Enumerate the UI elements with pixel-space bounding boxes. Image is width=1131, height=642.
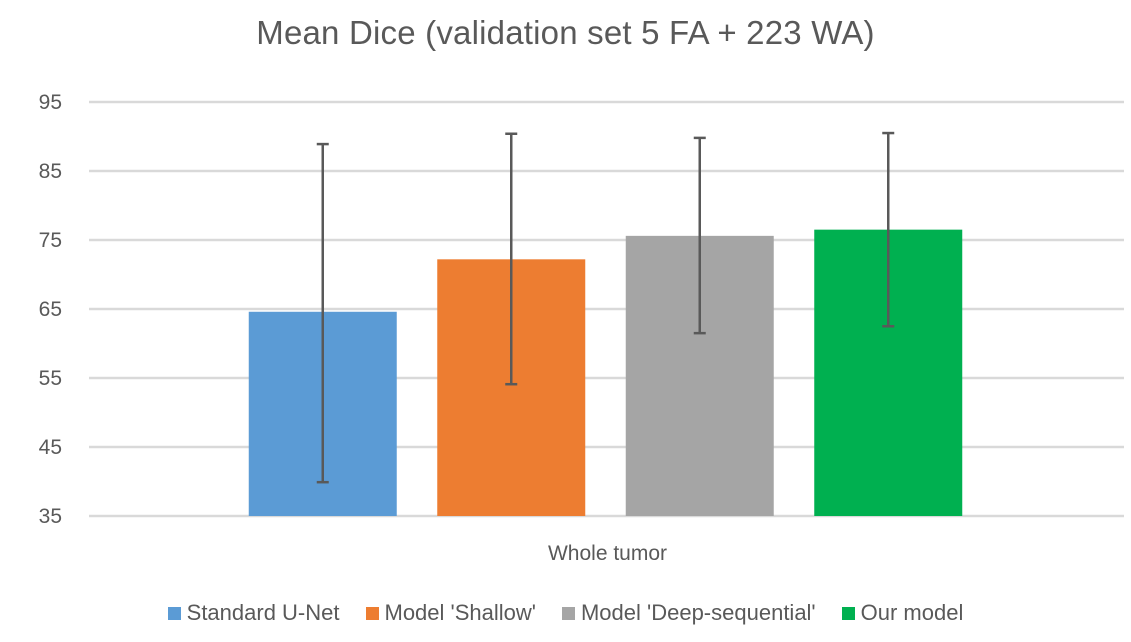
legend-label: Standard U-Net	[186, 600, 340, 625]
y-tick-label: 45	[39, 436, 62, 459]
y-axis-tick-labels: 35 45 55 65 75 85 95	[39, 91, 62, 528]
legend-swatch	[365, 606, 379, 620]
legend-item: Model 'Shallow'	[365, 600, 536, 626]
legend-item: Model 'Deep-sequential'	[561, 600, 816, 626]
error-bar	[505, 132, 518, 386]
y-tick-label: 85	[39, 160, 62, 183]
y-tick-label: 95	[39, 91, 62, 114]
x-category-label: Whole tumor	[548, 542, 667, 565]
legend: Standard U-Net Model 'Shallow' Model 'Deep…	[0, 600, 1131, 626]
error-bar	[316, 142, 329, 484]
error-bars	[316, 131, 895, 484]
bars	[248, 229, 963, 517]
legend-item: Standard U-Net	[167, 600, 340, 626]
chart-plot-area: 35 45 55 65 75 85 95 Whole tumor	[39, 91, 1124, 565]
error-bar	[882, 131, 895, 328]
x-axis-category-labels: Whole tumor	[548, 542, 667, 565]
legend-swatch	[167, 606, 181, 620]
y-tick-label: 55	[39, 367, 62, 390]
gridlines	[89, 100, 1124, 518]
legend-label: Model 'Deep-sequential'	[580, 600, 816, 625]
legend-swatch	[841, 606, 855, 620]
chart-title: Mean Dice (validation set 5 FA + 223 WA)	[256, 14, 875, 51]
legend-swatch	[561, 606, 575, 620]
legend-label: Our model	[860, 600, 964, 625]
y-tick-label: 65	[39, 298, 62, 321]
y-tick-label: 35	[39, 505, 62, 528]
y-tick-label: 75	[39, 229, 62, 252]
error-bar	[693, 136, 706, 335]
legend-item: Our model	[841, 600, 964, 626]
legend-label: Model 'Shallow'	[384, 600, 536, 625]
